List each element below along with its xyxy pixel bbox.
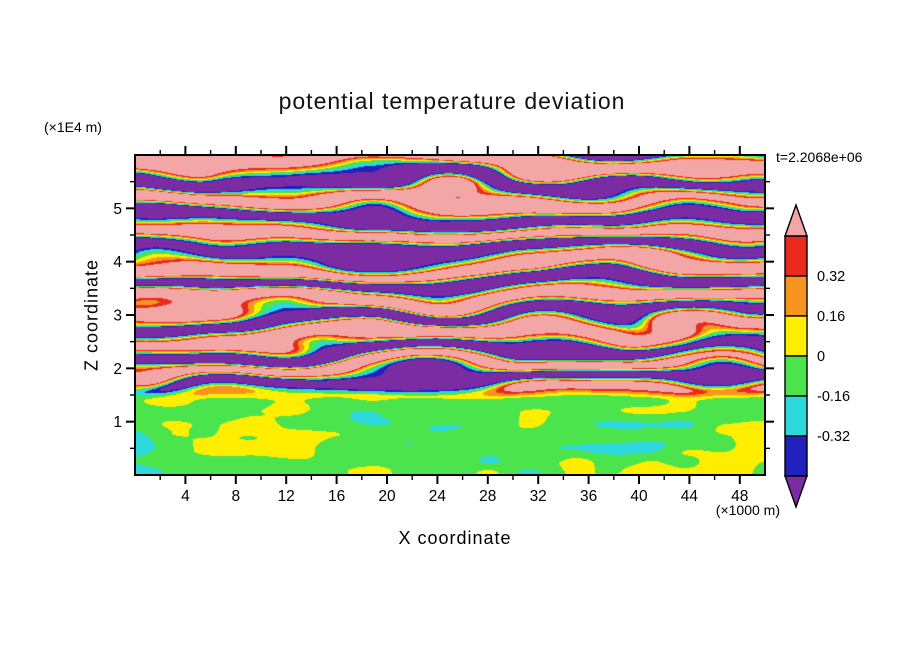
colorbar-segment	[784, 355, 808, 397]
colorbar-arrow-top	[784, 202, 808, 237]
x-tick-label: 36	[580, 488, 597, 505]
x-tick-label: 20	[378, 488, 396, 505]
x-tick-label: 32	[530, 488, 547, 505]
colorbar-tick-label: -0.16	[817, 389, 850, 405]
x-axis-unit-label: (×1000 m)	[715, 502, 780, 518]
colorbar-segment	[784, 395, 808, 437]
x-axis-title: X coordinate	[398, 528, 512, 548]
z-tick-label: 1	[113, 414, 122, 431]
colorbar-segment	[784, 235, 808, 277]
x-tick-label: 44	[681, 488, 699, 505]
y-axis-unit-label: (×1E4 m)	[44, 119, 102, 135]
time-annotation: t=2.2068e+06	[776, 149, 863, 165]
chart-title: potential temperature deviation	[278, 88, 626, 114]
contour-field-canvas	[135, 155, 765, 475]
colorbar-segment	[784, 275, 808, 317]
x-tick-label: 4	[181, 488, 190, 505]
x-tick-label: 48	[731, 488, 748, 505]
colorbar-arrow-bottom	[784, 475, 808, 510]
x-tick-label: 28	[479, 488, 496, 505]
colorbar-tick-label: 0.16	[817, 309, 845, 325]
colorbar-tick-label: 0.32	[817, 269, 845, 285]
x-tick-label: 12	[278, 488, 295, 505]
colorbar-segment	[784, 315, 808, 357]
colorbar-tick-label: 0	[817, 349, 825, 365]
x-tick-label: 8	[231, 488, 240, 505]
z-tick-label: 2	[113, 361, 122, 378]
z-tick-label: 3	[113, 308, 122, 325]
x-tick-label: 16	[328, 488, 345, 505]
plot-frame	[134, 154, 766, 476]
colorbar-segment	[784, 435, 808, 477]
x-tick-label: 40	[630, 488, 648, 505]
colorbar-tick-label: -0.32	[817, 429, 850, 445]
x-tick-label: 24	[429, 488, 447, 505]
z-tick-label: 5	[113, 201, 122, 218]
z-tick-label: 4	[113, 254, 122, 271]
